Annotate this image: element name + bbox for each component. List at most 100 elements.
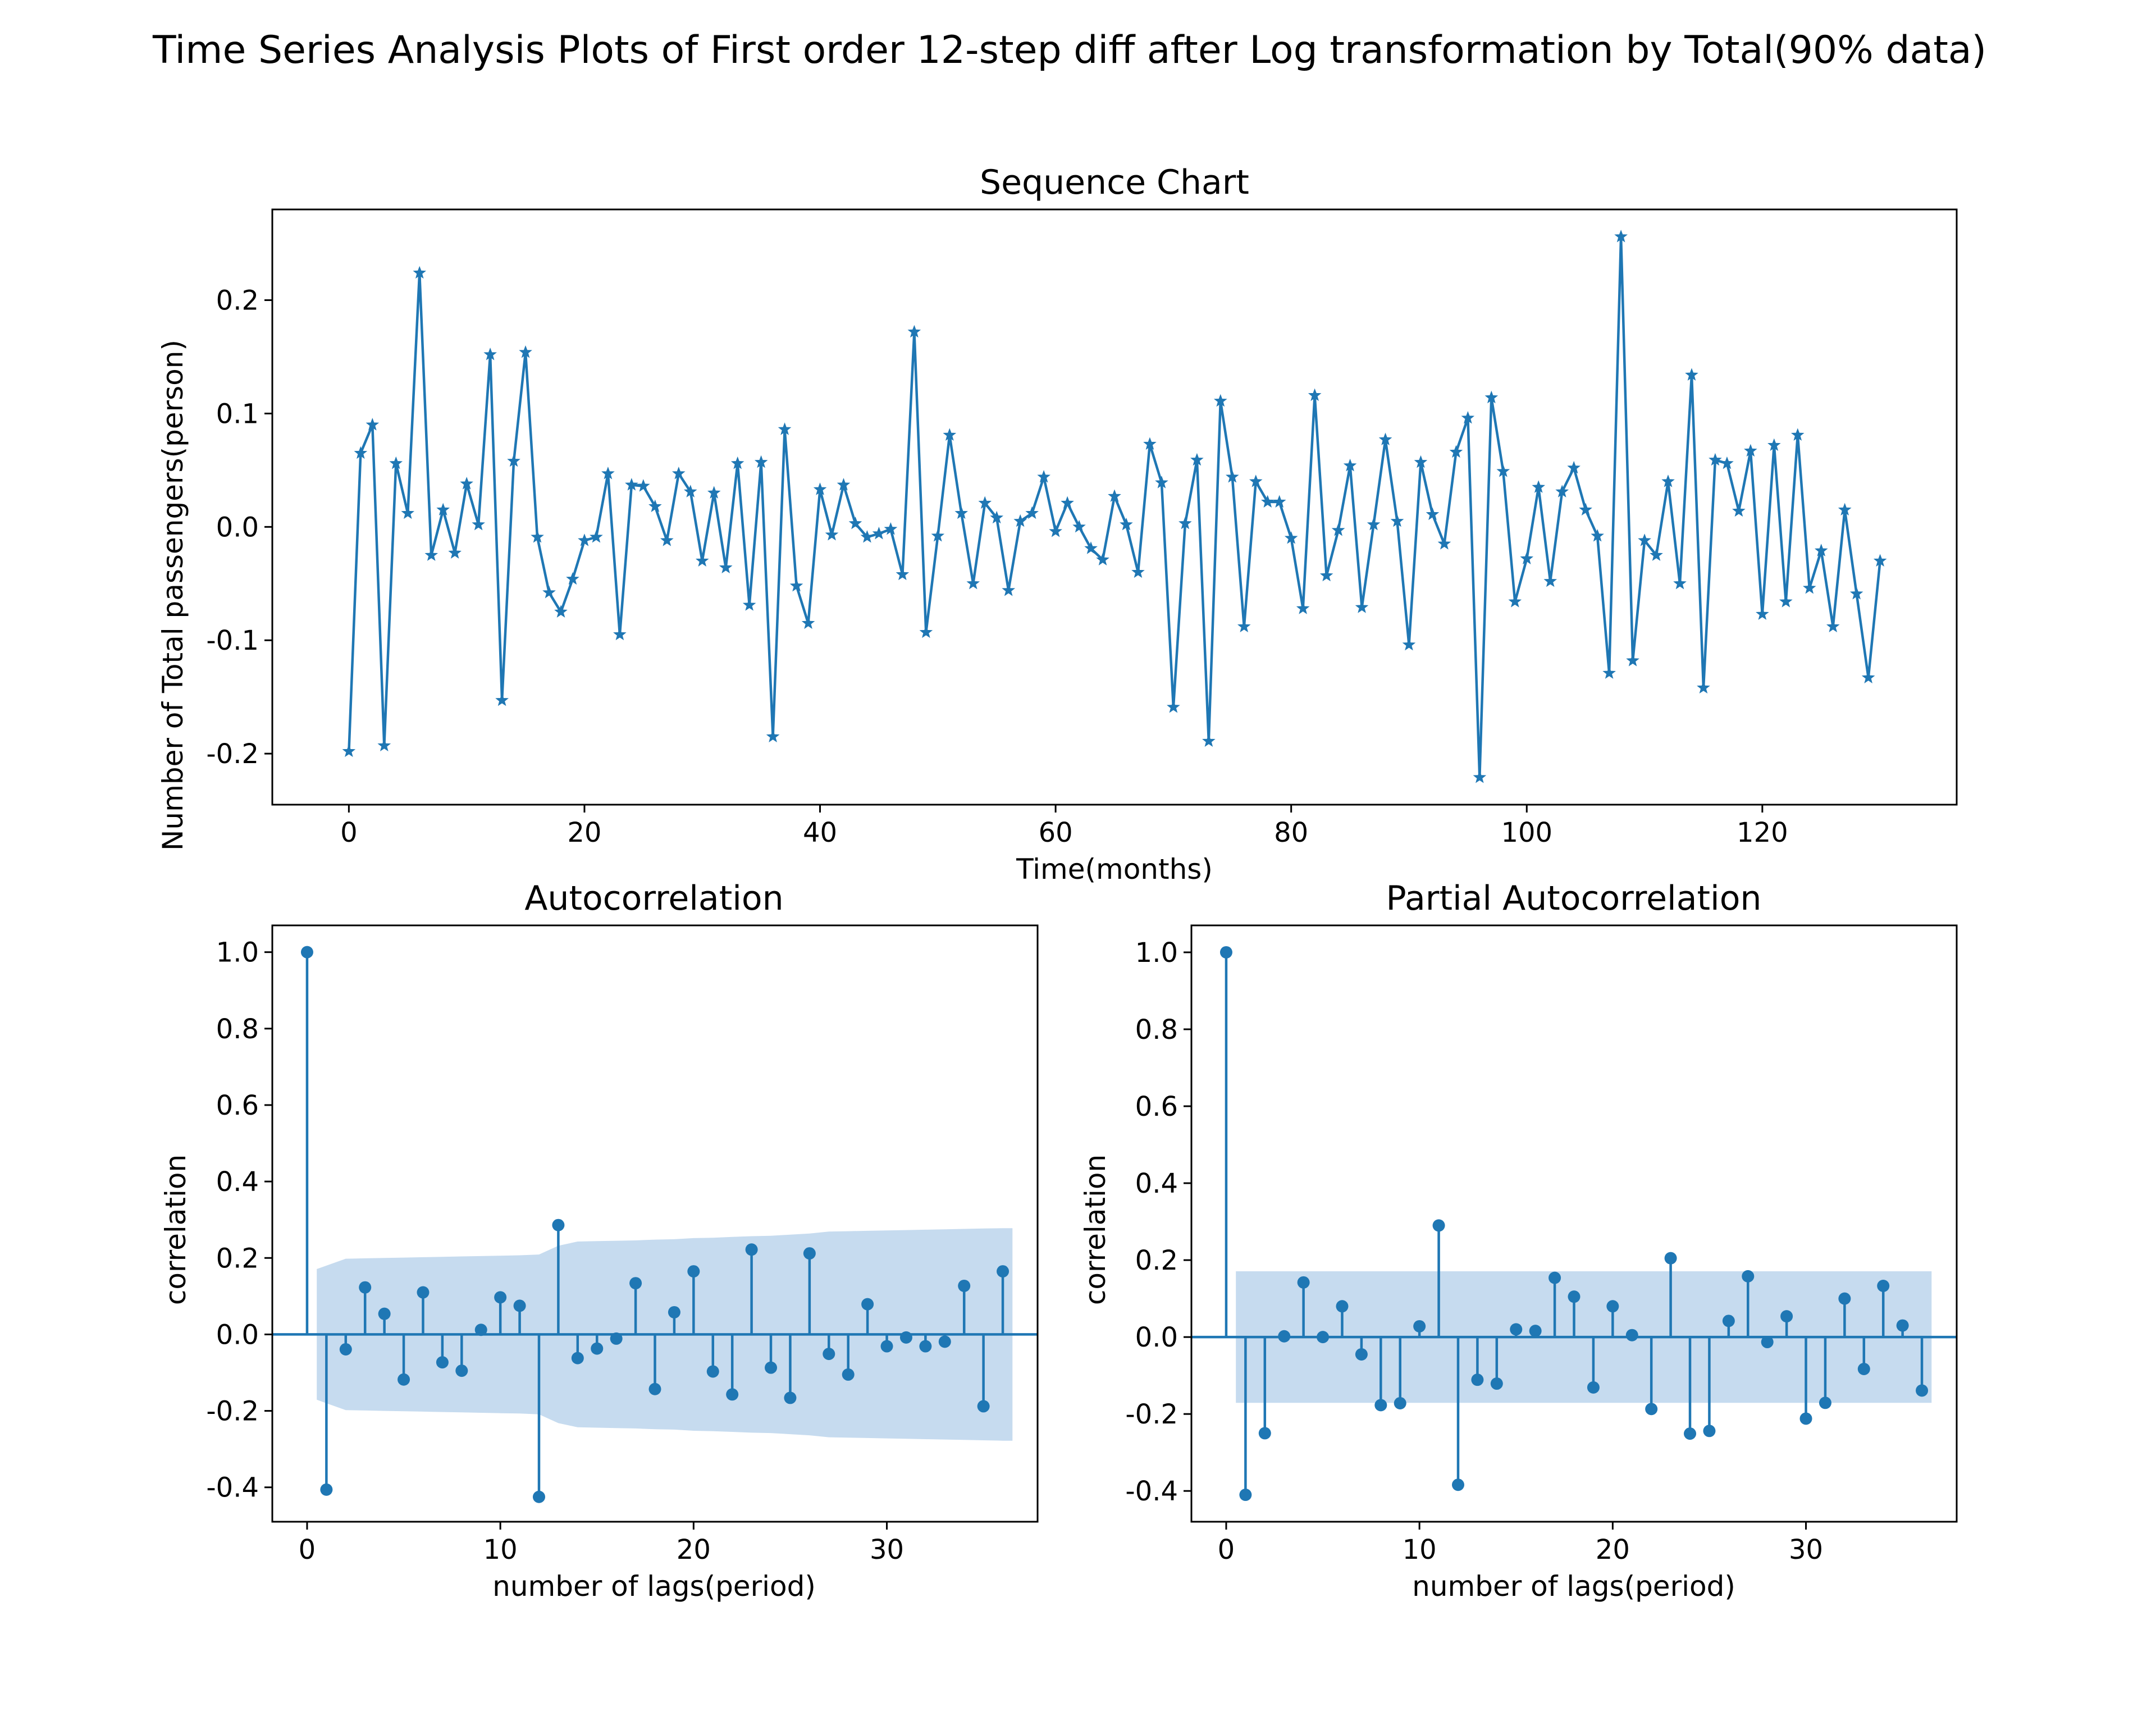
pacf-stem-marker [1819, 1397, 1831, 1409]
acf-stem-marker [610, 1332, 623, 1345]
acf-xtick-label: 10 [483, 1534, 518, 1566]
acf-ytick-label: 0.4 [216, 1166, 259, 1198]
sequence-point [789, 578, 803, 592]
pacf-xtick-label: 20 [1596, 1534, 1630, 1566]
acf-xtick-label: 0 [299, 1534, 316, 1566]
sequence-xtick-label: 0 [340, 817, 358, 848]
sequence-point [1049, 524, 1062, 537]
sequence-point [1508, 595, 1522, 608]
sequence-point [472, 517, 485, 531]
acf-stem-marker [919, 1340, 932, 1353]
sequence-point [1143, 437, 1157, 450]
pacf-stem-marker [1606, 1300, 1619, 1313]
sequence-point [566, 572, 579, 585]
acf-stem-marker [668, 1306, 680, 1318]
sequence-point [848, 516, 862, 530]
sequence-point [1284, 531, 1298, 544]
sequence-point [1378, 432, 1392, 445]
sequence-point [695, 554, 709, 567]
sequence-point [896, 567, 910, 581]
pacf-stem-marker [1645, 1403, 1658, 1416]
sequence-chart-frame [271, 208, 1958, 806]
sequence-point [413, 266, 427, 279]
sequence-point [1614, 230, 1628, 243]
sequence-point [401, 506, 415, 519]
pacf-ytick-label: 0.0 [1135, 1322, 1178, 1353]
pacf-stem-marker [1742, 1270, 1755, 1283]
sequence-point [1484, 390, 1499, 404]
sequence-point [1037, 470, 1050, 483]
sequence-xtick-label: 20 [567, 817, 601, 848]
sequence-chart-ylabel: Number of Total passengers(person) [157, 340, 189, 851]
sequence-point [1826, 619, 1840, 633]
sequence-ytick-label: 0.0 [216, 512, 259, 543]
acf-stem-marker [706, 1365, 719, 1378]
pacf-stem-marker [1239, 1489, 1252, 1502]
pacf-stem-marker [1703, 1425, 1716, 1438]
acf-stem-marker [784, 1391, 797, 1404]
sequence-point [1591, 529, 1604, 542]
sequence-point [1096, 553, 1109, 565]
pacf-ytick-label: 0.8 [1135, 1014, 1178, 1046]
sequence-point [1732, 504, 1746, 517]
sequence-ytick-label: 0.2 [216, 285, 259, 317]
sequence-ytick-label: 0.1 [216, 398, 259, 430]
sequence-point [1567, 460, 1581, 474]
sequence-point [754, 455, 768, 468]
sequence-ytick-label: -0.2 [206, 738, 259, 770]
acf-stem-marker [880, 1340, 893, 1353]
sequence-point [1861, 670, 1875, 683]
pacf-chart-xlabel: number of lags(period) [1412, 1570, 1735, 1603]
sequence-point [1461, 411, 1475, 424]
acf-chart-frame [271, 924, 1039, 1523]
sequence-point [813, 482, 827, 495]
acf-stem-marker [436, 1356, 449, 1369]
sequence-point [1437, 537, 1451, 550]
sequence-point [1697, 681, 1710, 694]
sequence-point [683, 485, 697, 498]
acf-stem-marker [977, 1400, 990, 1413]
sequence-point [578, 533, 591, 546]
sequence-point [1308, 388, 1322, 401]
sequence-point [1414, 455, 1428, 468]
sequence-point [554, 605, 568, 618]
acf-stem-marker [513, 1299, 526, 1312]
acf-stem-marker [803, 1247, 816, 1260]
sequence-point [660, 533, 674, 546]
acf-ytick-label: -0.2 [206, 1396, 259, 1427]
sequence-point [1756, 607, 1769, 620]
sequence-point [742, 598, 756, 611]
pacf-stem-marker [1432, 1219, 1445, 1232]
sequence-point [1331, 523, 1345, 536]
sequence-point [1496, 464, 1510, 477]
sequence-point [884, 522, 898, 535]
pacf-stem-marker [1877, 1279, 1890, 1292]
sequence-point [1061, 496, 1074, 509]
sequence-point [1849, 587, 1863, 600]
sequence-point [1814, 544, 1828, 556]
sequence-point [1720, 456, 1734, 469]
pacf-ytick-label: 0.6 [1135, 1091, 1178, 1122]
sequence-point [424, 548, 438, 561]
acf-xtick-label: 30 [870, 1534, 904, 1566]
sequence-chart: Sequence Chart Number of Total passenger… [157, 163, 1958, 886]
sequence-point [495, 693, 509, 706]
sequence-point [1673, 576, 1687, 590]
sequence-point [1402, 637, 1416, 651]
sequence-point [531, 530, 544, 543]
acf-stem-marker [378, 1307, 391, 1320]
acf-stem-marker [320, 1483, 333, 1496]
sequence-point [625, 478, 638, 491]
pacf-ytick-label: -0.2 [1125, 1399, 1178, 1430]
pacf-stem-marker [1510, 1323, 1523, 1336]
sequence-point [1002, 583, 1016, 596]
acf-stem-marker [765, 1361, 778, 1374]
acf-ytick-label: 0.0 [216, 1319, 259, 1350]
acf-stem-marker [997, 1265, 1010, 1278]
acf-chart-ticks: 0 10 20 30 -0.4 -0.2 0.0 0.2 0.4 0.6 0.8 1.0 [206, 937, 904, 1566]
pacf-xtick-label: 10 [1403, 1534, 1437, 1566]
pacf-chart-frame [1190, 924, 1958, 1523]
sequence-point [389, 456, 403, 469]
sequence-point [1167, 700, 1180, 713]
